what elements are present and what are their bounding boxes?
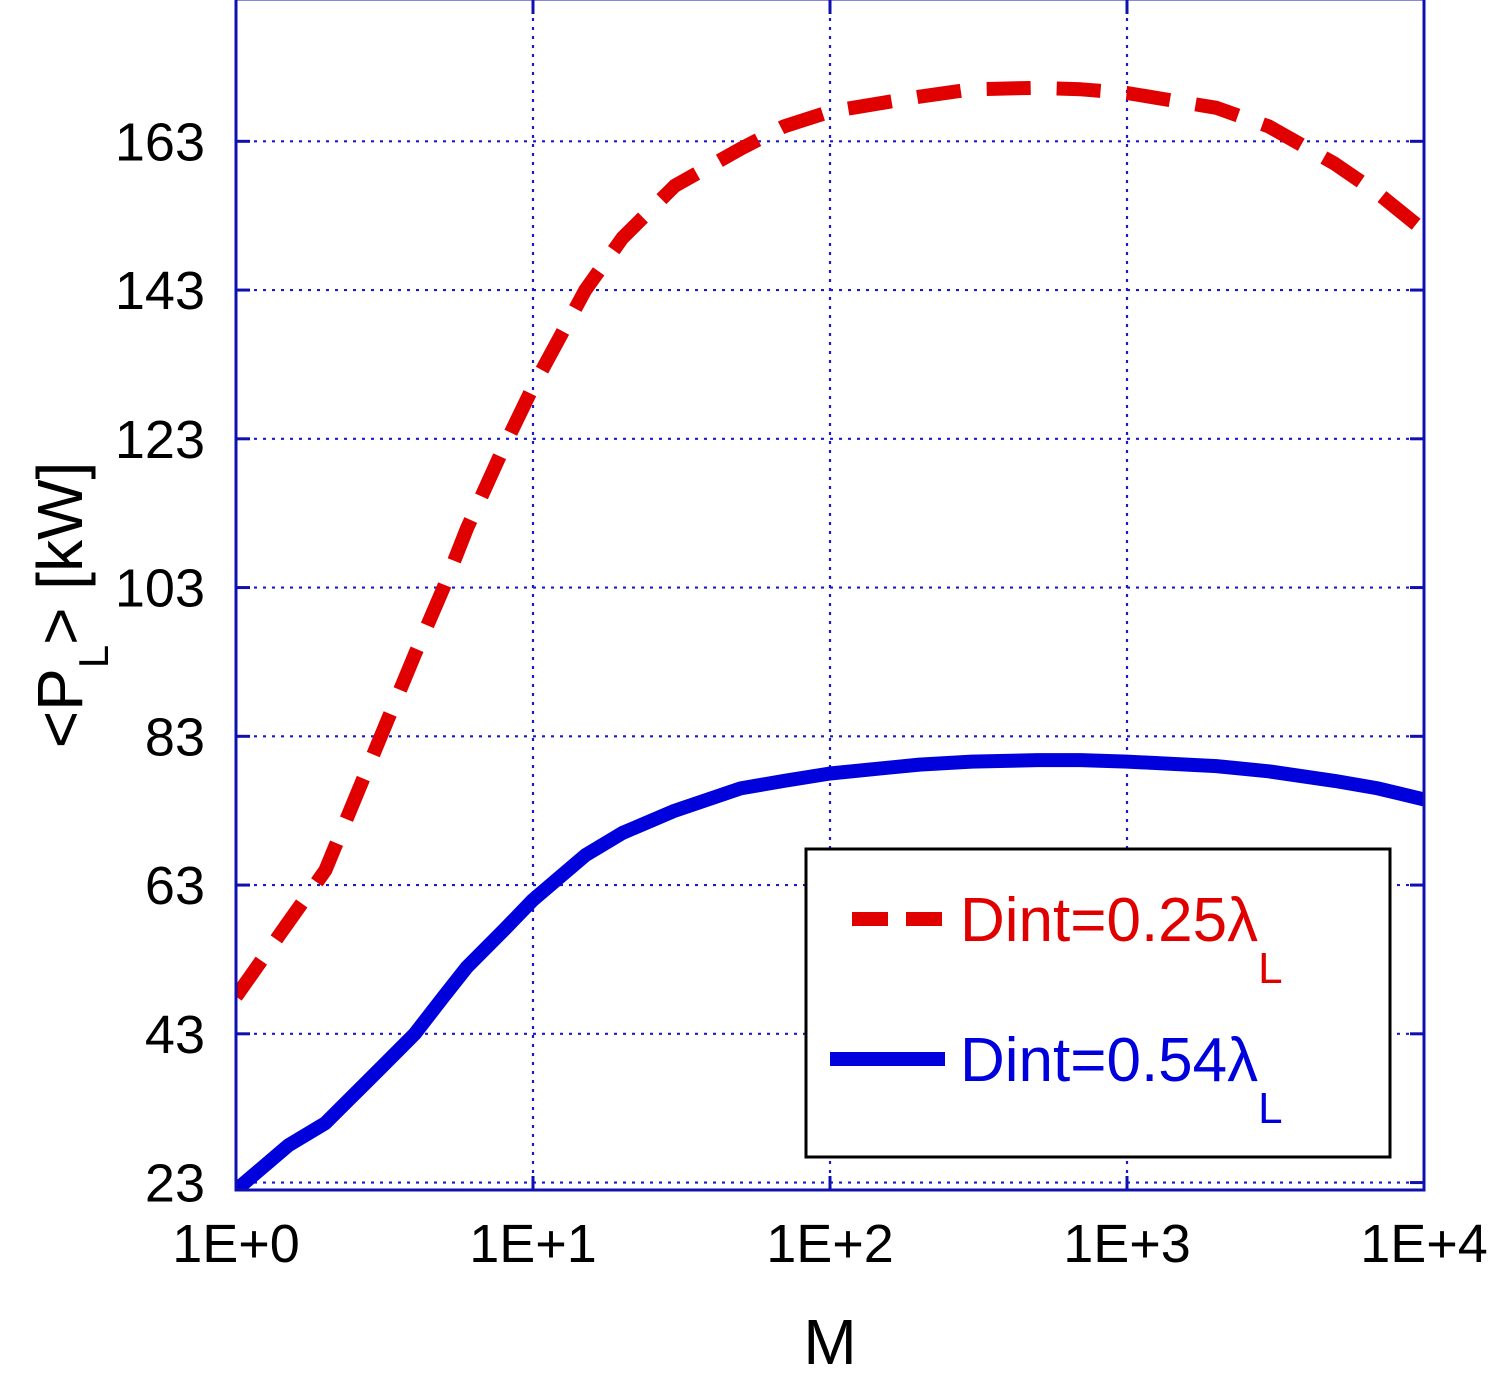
legend-label-sub: L <box>1258 1084 1282 1133</box>
x-tick-label: 1E+3 <box>1063 1214 1191 1274</box>
x-tick-label: 1E+2 <box>766 1214 894 1274</box>
x-axis-title: M <box>803 1306 856 1378</box>
series-line-1 <box>236 80 1424 1001</box>
legend-label-2: Dint=0.54λL <box>960 1026 1283 1133</box>
y-tick-label: 83 <box>145 707 205 767</box>
y-tick-label: 123 <box>115 410 205 470</box>
y-tick-label: 103 <box>115 559 205 619</box>
x-tick-label: 1E+0 <box>172 1214 300 1274</box>
x-tick-label: 1E+4 <box>1360 1214 1488 1274</box>
x-tick-labels: 1E+0 1E+1 1E+2 1E+3 1E+4 <box>172 1214 1488 1274</box>
y-tick-label: 43 <box>145 1005 205 1065</box>
y-axis-title-sub: L <box>70 645 117 668</box>
y-tick-label: 163 <box>115 112 205 172</box>
y-axis-title: <PL> [kW] <box>24 462 117 749</box>
y-tick-label: 63 <box>145 856 205 916</box>
y-tick-labels: 23 43 63 83 103 123 143 163 <box>115 112 205 1213</box>
legend-label-main: Dint=0.25λ <box>960 886 1258 955</box>
plot-frame <box>234 0 1426 1192</box>
y-tick-label: 143 <box>115 261 205 321</box>
y-axis-title-close: > [kW] <box>24 462 96 645</box>
y-axis-title-open: <P <box>24 668 96 748</box>
series-layer <box>236 80 1424 1190</box>
legend-label-main: Dint=0.54λ <box>960 1026 1258 1095</box>
series-line-2 <box>236 753 1424 1190</box>
legend-label-1: Dint=0.25λL <box>960 886 1283 993</box>
x-tick-label: 1E+1 <box>469 1214 597 1274</box>
legend-box <box>804 847 1392 1159</box>
y-tick-label: 23 <box>145 1154 205 1214</box>
legend-label-sub: L <box>1258 944 1282 993</box>
